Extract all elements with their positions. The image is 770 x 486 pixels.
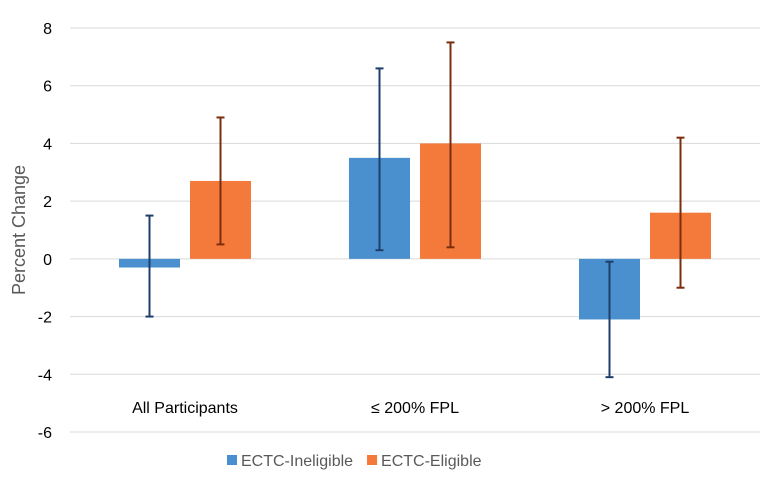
- legend: ECTC-Ineligible ECTC-Eligible: [227, 453, 482, 470]
- legend-label: ECTC-Eligible: [381, 453, 482, 470]
- x-axis-categories: All Participants ≤ 200% FPL > 200% FPL: [132, 400, 689, 417]
- legend-item: ECTC-Eligible: [367, 453, 482, 470]
- error-bars: [145, 41, 685, 379]
- y-tick-label: 8: [43, 21, 52, 38]
- legend-label: ECTC-Ineligible: [241, 453, 353, 470]
- legend-swatch: [367, 455, 378, 465]
- y-tick-label: 6: [43, 79, 52, 96]
- x-category-label: > 200% FPL: [601, 400, 690, 417]
- y-tick-label: 2: [43, 194, 52, 211]
- x-category-label: All Participants: [132, 400, 238, 417]
- y-tick-label: 0: [43, 252, 52, 269]
- y-axis-title: Percent Change: [9, 165, 29, 295]
- y-axis-ticks: -6 -4 -2 0 2 4 6 8: [38, 21, 52, 442]
- legend-swatch: [227, 455, 237, 465]
- x-category-label: ≤ 200% FPL: [371, 400, 459, 417]
- bars: [119, 143, 711, 320]
- y-tick-label: -4: [38, 367, 52, 384]
- gridlines: [70, 27, 760, 433]
- y-tick-label: -2: [38, 310, 52, 327]
- y-tick-label: 4: [43, 136, 52, 153]
- y-tick-label: -6: [38, 425, 52, 442]
- legend-item: ECTC-Ineligible: [227, 453, 353, 470]
